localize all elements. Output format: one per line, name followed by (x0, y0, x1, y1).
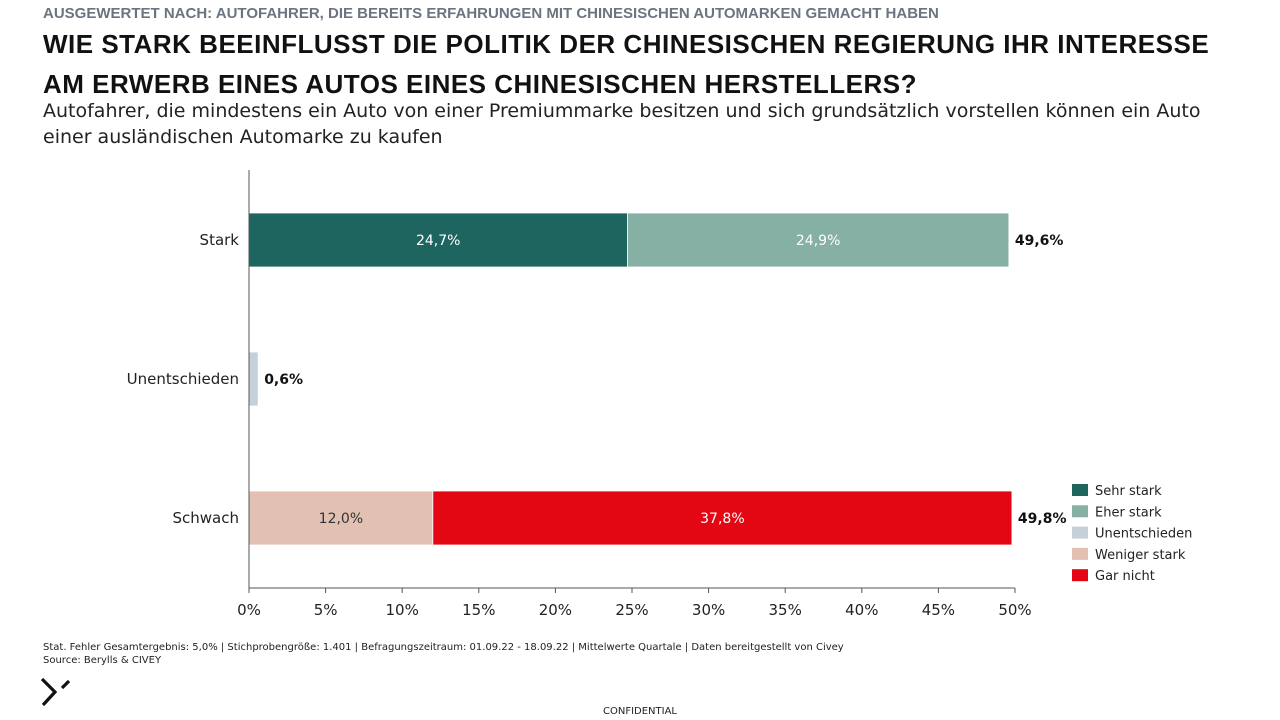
legend-swatch (1072, 547, 1088, 560)
x-tick-label: 15% (462, 601, 495, 619)
total-label: 49,8% (1018, 511, 1067, 527)
legend-label: Eher stark (1095, 505, 1162, 520)
bar-segment (248, 212, 628, 268)
chart-title: WIE STARK BEEINFLUSST DIE POLITIK DER CH… (43, 29, 1210, 99)
data-label: 37,8% (700, 511, 744, 527)
footnote: Stat. Fehler Gesamtergebnis: 5,0% | Stic… (43, 641, 844, 667)
bar-segment (432, 490, 1013, 546)
x-tick-label: 35% (769, 601, 802, 619)
x-tick-label: 5% (314, 601, 338, 619)
total-label: 49,6% (1015, 233, 1064, 249)
x-tick-label: 20% (539, 601, 572, 619)
x-tick-label: 30% (692, 601, 725, 619)
footnote-source: Source: Berylls & CIVEY (43, 655, 162, 666)
x-tick-label: 45% (922, 601, 955, 619)
category-label: Stark (200, 231, 240, 249)
x-tick-label: 40% (845, 601, 878, 619)
category-label: Unentschieden (127, 370, 239, 388)
chart-kicker: AUSGEWERTET NACH: AUTOFAHRER, DIE BEREIT… (43, 5, 939, 22)
legend-swatch (1072, 484, 1088, 496)
data-label: 24,9% (796, 233, 840, 249)
chart-subtitle: Autofahrer, die mindestens ein Auto von … (43, 100, 1201, 148)
legend-swatch (1072, 569, 1088, 582)
legend-label: Unentschieden (1095, 527, 1192, 542)
total-label: 0,6% (264, 372, 303, 388)
bar-segment (248, 351, 259, 407)
x-tick-label: 10% (386, 601, 419, 619)
legend-swatch (1072, 526, 1088, 539)
data-label: 12,0% (319, 511, 363, 527)
footnote-stats: Stat. Fehler Gesamtergebnis: 5,0% | Stic… (43, 642, 844, 653)
x-tick-label: 25% (615, 601, 648, 619)
legend-label: Sehr stark (1095, 484, 1162, 499)
x-tick-label: 50% (998, 601, 1031, 619)
x-tick-label: 0% (237, 601, 261, 619)
legend-label: Weniger stark (1095, 548, 1186, 563)
brand-logo (40, 677, 71, 707)
category-label: Schwach (173, 509, 240, 527)
legend-swatch (1072, 505, 1088, 518)
legend-label: Gar nicht (1095, 569, 1155, 584)
data-label: 24,7% (416, 233, 460, 249)
bar-segment (627, 212, 1010, 268)
confidential-label: CONFIDENTIAL (602, 706, 677, 717)
